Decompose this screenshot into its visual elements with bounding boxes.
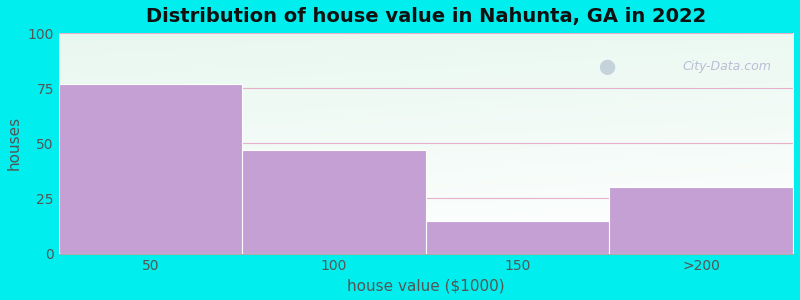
Text: City-Data.com: City-Data.com — [682, 59, 771, 73]
Bar — [58, 84, 242, 254]
X-axis label: house value ($1000): house value ($1000) — [347, 278, 505, 293]
Title: Distribution of house value in Nahunta, GA in 2022: Distribution of house value in Nahunta, … — [146, 7, 706, 26]
Y-axis label: houses: houses — [7, 116, 22, 170]
Text: ⬤: ⬤ — [598, 59, 615, 75]
Bar — [426, 220, 610, 254]
Bar — [242, 150, 426, 254]
Bar — [610, 188, 793, 254]
